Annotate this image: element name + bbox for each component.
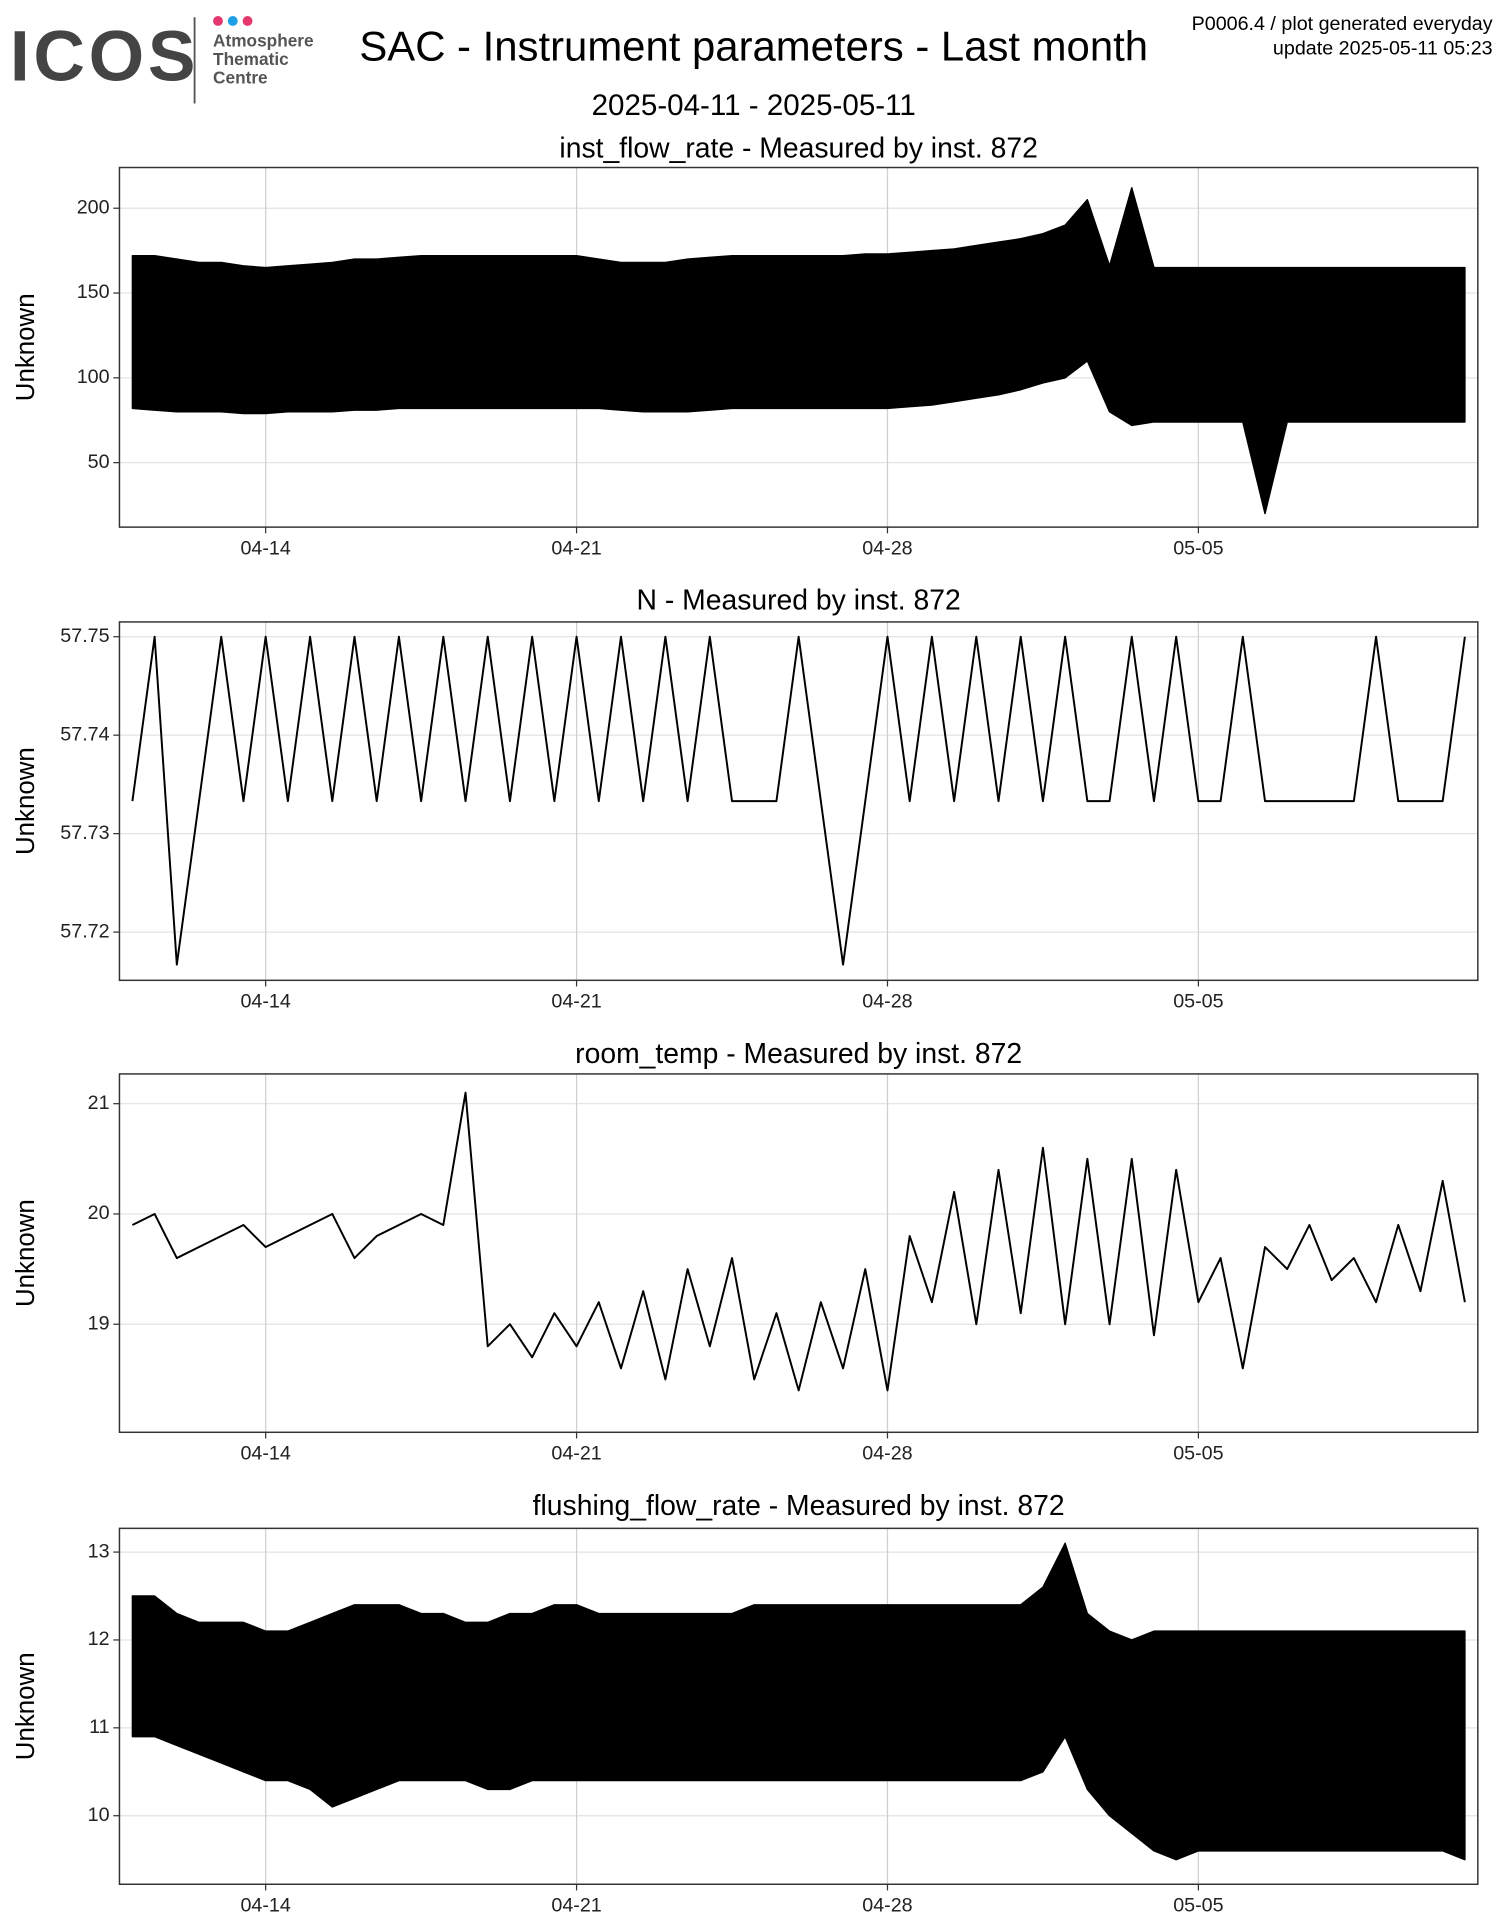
x-tick-label: 04-28 [862, 1895, 912, 1917]
x-tick-label: 04-14 [240, 991, 290, 1013]
y-tick-label: 150 [77, 281, 110, 303]
x-tick-label: 04-21 [551, 1443, 601, 1465]
y-tick-label: 200 [77, 196, 110, 218]
y-tick-label: 100 [77, 366, 110, 388]
data-line [131, 635, 1466, 966]
x-tick-label: 05-05 [1173, 537, 1223, 559]
logo-text: Atmosphere [213, 30, 314, 50]
y-tick-label: 13 [88, 1540, 110, 1562]
data-band [131, 1542, 1466, 1861]
plot-note: P0006.4 / plot generated everyday [1192, 13, 1493, 35]
logo-text: Centre [213, 67, 268, 87]
x-tick-label: 04-28 [862, 1443, 912, 1465]
panel-frame [118, 621, 1479, 982]
data-line [131, 1091, 1466, 1392]
y-tick-label: 57.73 [60, 822, 109, 844]
y-tick-label: 57.74 [60, 723, 109, 745]
x-tick-label: 04-28 [862, 991, 912, 1013]
panel-title: inst_flow_rate - Measured by inst. 872 [559, 133, 1037, 165]
y-tick-label: 21 [88, 1092, 110, 1114]
y-axis-label: Unknown [12, 1652, 40, 1760]
x-tick-label: 04-14 [240, 1895, 290, 1917]
logo-dot [227, 16, 238, 26]
panel-title: room_temp - Measured by inst. 872 [575, 1038, 1022, 1070]
page-subtitle: 2025-04-11 - 2025-05-11 [592, 89, 916, 122]
panel-frame [118, 166, 1479, 528]
y-tick-label: 57.75 [60, 625, 109, 647]
y-tick-label: 12 [88, 1628, 110, 1650]
y-axis-label: Unknown [12, 293, 40, 401]
y-tick-label: 57.72 [60, 920, 109, 942]
y-tick-label: 50 [88, 451, 110, 473]
update-note: update 2025-05-11 05:23 [1273, 37, 1493, 59]
x-tick-label: 04-14 [240, 1443, 290, 1465]
y-tick-label: 19 [88, 1312, 110, 1334]
logo-text: Thematic [213, 49, 289, 69]
y-tick-label: 20 [88, 1202, 110, 1224]
x-tick-label: 05-05 [1173, 991, 1223, 1013]
x-tick-label: 04-14 [240, 537, 290, 559]
x-tick-label: 05-05 [1173, 1895, 1223, 1917]
x-tick-label: 04-21 [551, 1895, 601, 1917]
y-tick-label: 10 [88, 1804, 110, 1826]
x-tick-label: 04-21 [551, 991, 601, 1013]
panel-frame [118, 1527, 1479, 1885]
logo-dot [213, 16, 223, 26]
x-tick-label: 04-28 [862, 537, 912, 559]
panel-title: N - Measured by inst. 872 [637, 585, 961, 617]
panel-frame [118, 1073, 1479, 1434]
x-tick-label: 04-21 [551, 537, 601, 559]
y-axis-label: Unknown [12, 747, 40, 855]
y-axis-label: Unknown [12, 1199, 40, 1307]
logo: ICOS [10, 16, 199, 96]
y-tick-label: 11 [89, 1716, 109, 1738]
x-tick-label: 05-05 [1173, 1443, 1223, 1465]
logo-dot [242, 16, 253, 26]
page-title: SAC - Instrument parameters - Last month [359, 22, 1148, 69]
data-band [131, 187, 1466, 515]
panel-title: flushing_flow_rate - Measured by inst. 8… [533, 1490, 1065, 1522]
